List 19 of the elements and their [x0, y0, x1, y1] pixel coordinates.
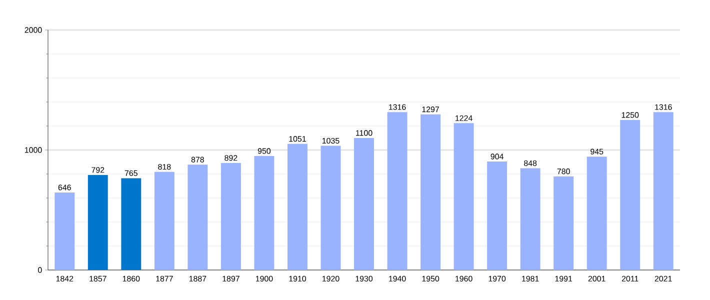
- bar: [487, 162, 508, 270]
- bar: [188, 164, 208, 270]
- bar: [88, 174, 108, 270]
- bar: [54, 192, 75, 270]
- bar: [520, 168, 540, 270]
- bar: [320, 146, 341, 270]
- bar: [620, 120, 640, 270]
- bar: [154, 172, 174, 270]
- bar: [454, 123, 474, 270]
- bar: [387, 112, 408, 270]
- bar: [287, 144, 308, 270]
- bar: [254, 156, 274, 270]
- bar: [220, 162, 241, 270]
- bar: [653, 112, 674, 270]
- bar: [586, 156, 607, 270]
- bar: [354, 138, 374, 270]
- bar: [554, 176, 574, 270]
- bar: [121, 178, 142, 270]
- bar: [420, 114, 441, 270]
